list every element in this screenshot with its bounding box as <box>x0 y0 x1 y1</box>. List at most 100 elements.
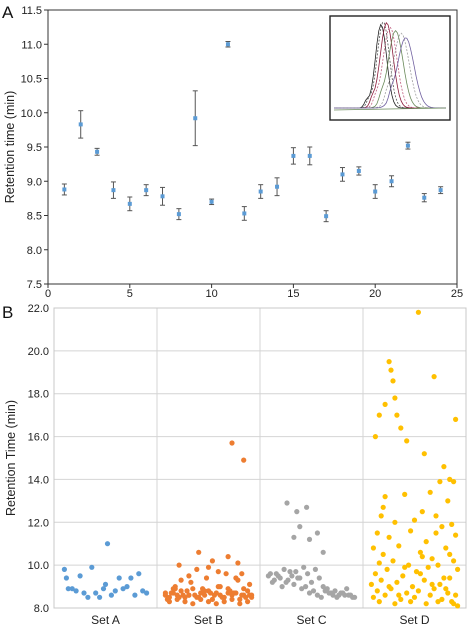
data-point <box>334 594 340 600</box>
data-point <box>398 425 404 431</box>
panel-label-a: A <box>2 3 14 22</box>
data-point <box>423 601 429 607</box>
data-point <box>205 599 212 605</box>
data-point <box>284 500 290 506</box>
data-point <box>281 566 287 572</box>
data-point <box>144 590 150 596</box>
data-point <box>299 586 305 592</box>
data-point <box>392 601 398 607</box>
data-point <box>258 189 263 194</box>
data-point <box>405 143 410 148</box>
data-point <box>427 592 433 598</box>
data-point <box>111 188 116 193</box>
data-point <box>330 592 336 598</box>
y-tick-label: 22.0 <box>28 303 49 315</box>
chart-b: B 8.0 10.0 12.0 14.0 16.0 18.0 20.0 22.0 Set A Set… <box>2 303 467 627</box>
data-point <box>422 195 427 200</box>
data-point <box>267 571 273 577</box>
data-point <box>162 590 168 596</box>
data-point <box>340 172 345 177</box>
data-point <box>447 476 453 482</box>
data-point <box>314 592 320 598</box>
data-point <box>356 168 361 173</box>
data-point <box>382 592 388 598</box>
plot-frame-b <box>53 307 467 609</box>
data-point <box>370 594 376 600</box>
data-point <box>295 575 301 581</box>
y-tick-label: 10.0 <box>21 108 42 120</box>
data-point <box>396 592 402 598</box>
data-point <box>435 562 441 568</box>
data-point <box>370 545 376 551</box>
data-point <box>65 586 71 592</box>
data-point <box>386 534 392 540</box>
data-point <box>180 592 186 598</box>
x-axis-label: mAb index <box>223 299 283 300</box>
data-point <box>190 601 196 607</box>
data-point <box>380 551 386 557</box>
data-point <box>398 596 404 602</box>
data-point <box>396 543 402 549</box>
data-point <box>451 479 457 485</box>
data-point <box>453 532 459 538</box>
y-tick-label: 11.5 <box>21 5 42 17</box>
data-point <box>100 586 107 592</box>
data-point <box>275 573 281 579</box>
data-point <box>178 588 184 594</box>
data-point <box>132 592 138 598</box>
data-point <box>124 584 130 590</box>
data-point <box>423 539 429 545</box>
data-point <box>239 592 245 598</box>
data-point <box>239 571 245 577</box>
data-point <box>178 577 184 583</box>
data-point <box>435 599 441 605</box>
data-point <box>408 599 414 605</box>
data-point <box>283 579 289 585</box>
data-point <box>196 549 202 555</box>
y-tick-label: 9.0 <box>27 176 42 188</box>
data-point <box>166 599 172 605</box>
data-point <box>406 562 412 568</box>
data-point <box>102 581 109 587</box>
y-tick-label: 9.5 <box>27 142 42 154</box>
data-point <box>241 586 247 592</box>
data-point <box>429 556 435 562</box>
data-point <box>443 586 449 592</box>
data-point <box>307 153 312 158</box>
data-point <box>176 562 182 568</box>
data-point <box>386 584 392 590</box>
data-point <box>439 596 445 602</box>
data-point <box>245 599 251 605</box>
data-point <box>243 594 249 600</box>
data-point <box>372 434 378 440</box>
data-point <box>344 586 350 592</box>
data-point <box>193 116 198 121</box>
data-point <box>404 590 410 596</box>
y-tick-label: 7.5 <box>27 279 42 291</box>
data-point <box>81 590 87 596</box>
data-point <box>287 569 293 575</box>
data-point <box>411 594 418 600</box>
data-point <box>85 594 91 600</box>
data-point <box>120 586 126 592</box>
data-point <box>223 571 229 577</box>
data-point <box>419 554 425 560</box>
data-point <box>431 586 437 592</box>
data-point <box>392 519 398 525</box>
data-point <box>431 374 437 380</box>
data-point <box>209 199 214 204</box>
data-point <box>247 581 253 587</box>
data-point <box>415 588 421 594</box>
data-point <box>425 564 431 570</box>
data-point <box>182 599 188 605</box>
data-point <box>221 599 227 605</box>
data-point <box>215 569 221 575</box>
y-axis-label: Retention time (min) <box>3 91 17 204</box>
data-point <box>394 579 400 585</box>
data-point <box>378 513 384 519</box>
x-tick-label: 25 <box>451 288 463 300</box>
data-point <box>247 592 253 598</box>
y-axis-label: Retention Time (min) <box>4 400 18 516</box>
data-point <box>61 566 67 572</box>
data-point <box>453 416 459 422</box>
